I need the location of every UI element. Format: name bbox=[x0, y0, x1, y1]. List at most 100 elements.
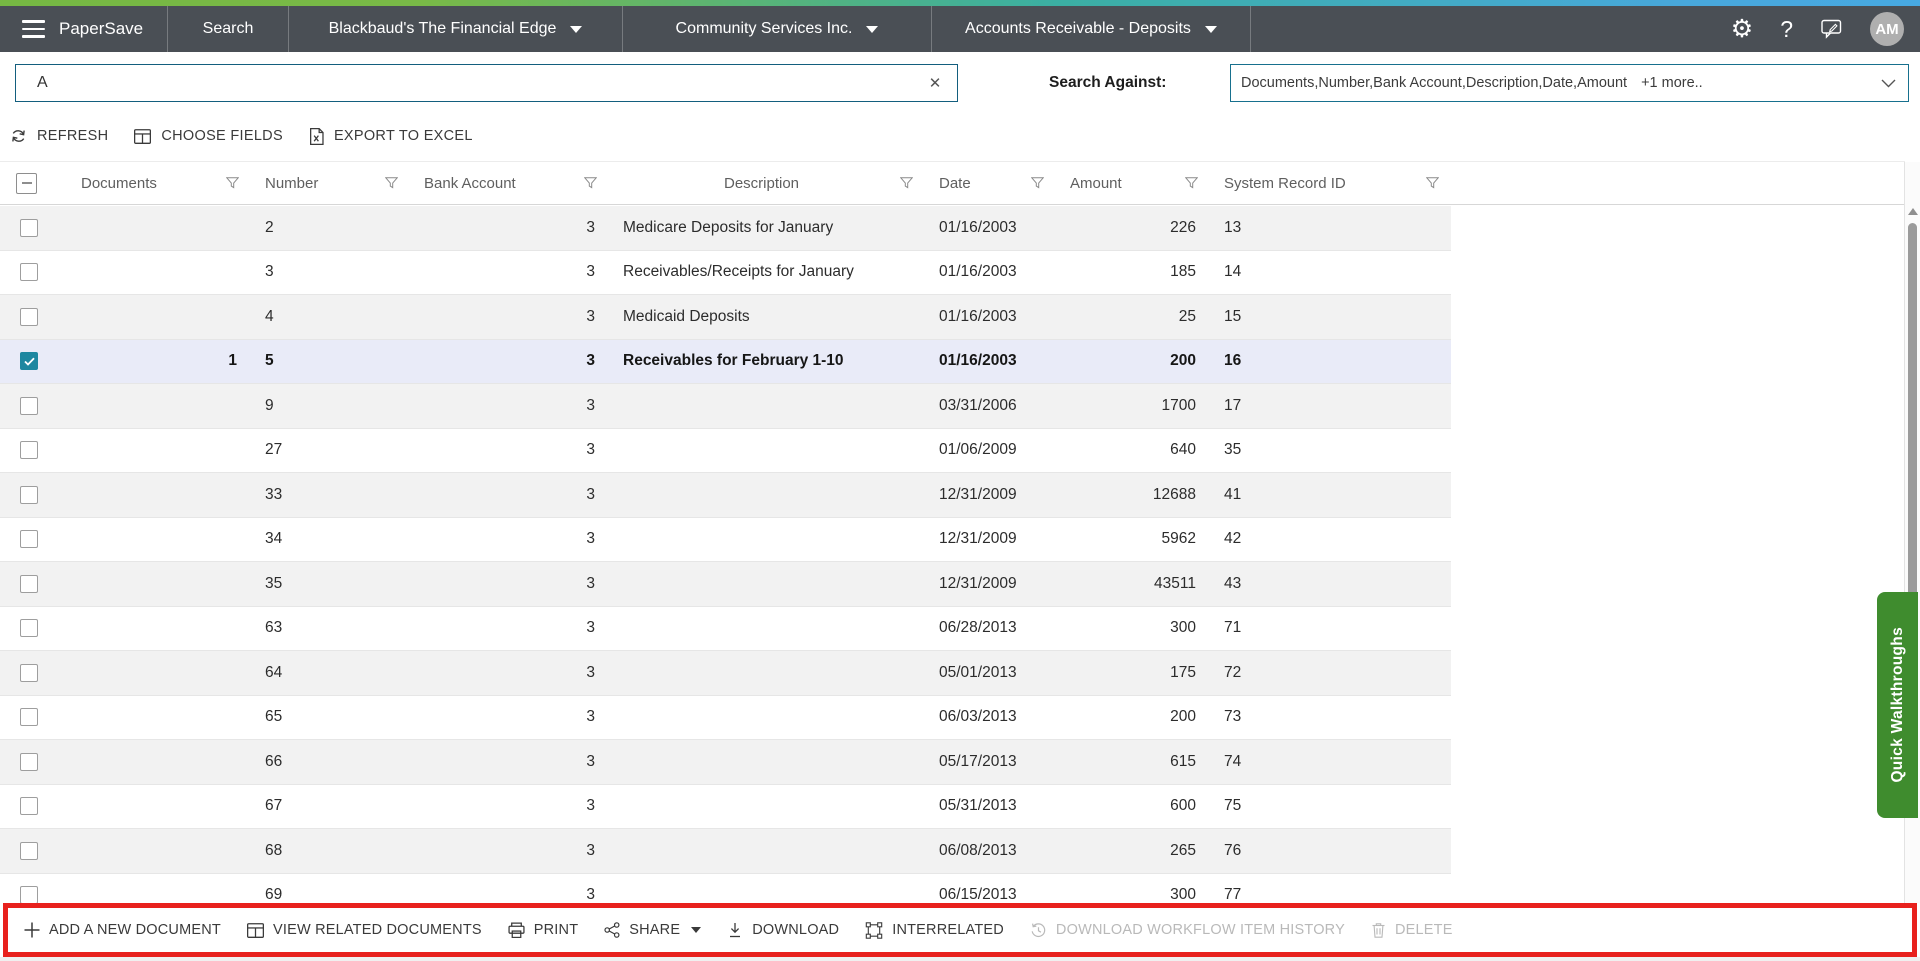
cell-number: 2 bbox=[265, 218, 274, 236]
filter-funnel-icon[interactable] bbox=[1031, 177, 1044, 189]
cell-description: Medicare Deposits for January bbox=[623, 218, 834, 236]
table-row[interactable]: 1 5 3 Receivables for February 1-10 01/16/20… bbox=[0, 339, 1451, 384]
row-checkbox[interactable] bbox=[20, 352, 38, 371]
column-header-number[interactable]: Number bbox=[251, 162, 410, 204]
row-checkbox[interactable] bbox=[20, 441, 38, 460]
table-row[interactable]: 63 3 06/28/2013 300 71 bbox=[0, 606, 1451, 651]
select-all-checkbox[interactable] bbox=[16, 172, 37, 194]
table-row[interactable]: 3 3 Receivables/Receipts for January 01/16/… bbox=[0, 250, 1451, 295]
table-row[interactable]: 34 3 12/31/2009 5962 42 bbox=[0, 517, 1451, 562]
cell-system_record_id: 17 bbox=[1224, 396, 1242, 414]
table-row[interactable]: 64 3 05/01/2013 175 72 bbox=[0, 651, 1451, 696]
table-row[interactable]: 33 3 12/31/2009 12688 41 bbox=[0, 473, 1451, 518]
table-row[interactable]: 35 3 12/31/2009 43511 43 bbox=[0, 562, 1451, 607]
column-header-documents[interactable]: Documents bbox=[55, 162, 251, 204]
choose-fields-button[interactable]: CHOOSE FIELDS bbox=[134, 128, 283, 144]
column-header-date[interactable]: Date bbox=[925, 162, 1056, 204]
table-row[interactable]: 9 3 03/31/2006 1700 17 bbox=[0, 384, 1451, 429]
row-checkbox[interactable] bbox=[20, 263, 38, 282]
choose-fields-label: CHOOSE FIELDS bbox=[161, 128, 283, 144]
column-header-amount[interactable]: Amount bbox=[1056, 162, 1210, 204]
printer-icon bbox=[508, 922, 525, 938]
cell-bank_account: 3 bbox=[586, 841, 595, 859]
cell-date: 05/17/2013 bbox=[939, 752, 1017, 770]
column-header-system_record_id[interactable]: System Record ID bbox=[1210, 162, 1451, 204]
row-checkbox[interactable] bbox=[20, 886, 38, 905]
export-to-excel-button[interactable]: EXPORT TO EXCEL bbox=[309, 127, 473, 145]
clear-search-icon[interactable]: ✕ bbox=[928, 75, 942, 92]
share-button[interactable]: SHARE bbox=[604, 922, 702, 938]
cell-date: 06/03/2013 bbox=[939, 708, 1017, 726]
table-row[interactable]: 2 3 Medicare Deposits for January 01/16/200… bbox=[0, 206, 1451, 251]
settings-gear-icon[interactable]: ⚙ bbox=[1730, 14, 1754, 43]
row-checkbox[interactable] bbox=[20, 396, 38, 415]
search-against-select[interactable]: Documents,Number,Bank Account,Descriptio… bbox=[1230, 64, 1909, 102]
table-columns-icon bbox=[134, 128, 152, 144]
table-row[interactable]: 67 3 05/31/2013 600 75 bbox=[0, 784, 1451, 829]
topbar-actions: ⚙ ? AM bbox=[1731, 6, 1920, 52]
row-checkbox[interactable] bbox=[20, 708, 38, 727]
table-row[interactable]: 65 3 06/03/2013 200 73 bbox=[0, 695, 1451, 740]
refresh-button[interactable]: REFRESH bbox=[10, 128, 108, 144]
filter-funnel-icon[interactable] bbox=[900, 177, 913, 189]
cell-bank_account: 3 bbox=[586, 574, 595, 592]
cell-system_record_id: 15 bbox=[1224, 307, 1242, 325]
search-input[interactable] bbox=[16, 65, 913, 101]
search-against-label: Search Against: bbox=[1049, 74, 1167, 91]
scroll-up-arrow-icon[interactable] bbox=[1908, 208, 1918, 215]
table-row[interactable]: 66 3 05/17/2013 615 74 bbox=[0, 740, 1451, 785]
feedback-icon[interactable] bbox=[1820, 18, 1843, 40]
column-header-bank_account[interactable]: Bank Account bbox=[410, 162, 609, 204]
delete-button: DELETE bbox=[1371, 922, 1453, 938]
row-checkbox[interactable] bbox=[20, 530, 38, 549]
integration-dropdown[interactable]: Blackbaud's The Financial Edge bbox=[289, 6, 622, 52]
row-checkbox[interactable] bbox=[20, 841, 38, 860]
cell-bank_account: 3 bbox=[586, 307, 595, 325]
download-workflow-item-history-button: DOWNLOAD WORKFLOW ITEM HISTORY bbox=[1030, 922, 1345, 939]
brand-home[interactable]: PaperSave bbox=[0, 6, 167, 52]
cell-bank_account: 3 bbox=[586, 485, 595, 503]
download-button[interactable]: DOWNLOAD bbox=[727, 922, 839, 938]
grid-body: 2 3 Medicare Deposits for January 01/16/200… bbox=[0, 206, 1451, 906]
nav-divider bbox=[622, 6, 623, 52]
row-checkbox[interactable] bbox=[20, 752, 38, 771]
action-label: ADD A NEW DOCUMENT bbox=[49, 922, 221, 938]
row-checkbox[interactable] bbox=[20, 218, 38, 237]
table-row[interactable]: 69 3 06/15/2013 300 77 bbox=[0, 873, 1451, 906]
filter-funnel-icon[interactable] bbox=[1426, 177, 1439, 189]
column-header-description[interactable]: Description bbox=[609, 162, 925, 204]
search-against-more: +1 more.. bbox=[1641, 75, 1703, 91]
filter-funnel-icon[interactable] bbox=[584, 177, 597, 189]
interrelated-button[interactable]: INTERRELATED bbox=[865, 921, 1004, 939]
nav-tab-search[interactable]: Search bbox=[168, 6, 288, 52]
quick-walkthroughs-tab[interactable]: Quick Walkthroughs bbox=[1877, 592, 1918, 818]
hamburger-menu-icon[interactable] bbox=[22, 20, 45, 38]
help-icon[interactable]: ? bbox=[1780, 15, 1793, 42]
print-button[interactable]: PRINT bbox=[508, 922, 579, 938]
cell-number: 35 bbox=[265, 574, 283, 592]
scrollbar-thumb[interactable] bbox=[1908, 223, 1917, 600]
column-header-label: Description bbox=[723, 174, 800, 192]
cell-date: 06/08/2013 bbox=[939, 841, 1017, 859]
row-checkbox[interactable] bbox=[20, 797, 38, 816]
row-checkbox[interactable] bbox=[20, 619, 38, 638]
company-dropdown[interactable]: Community Services Inc. bbox=[623, 6, 931, 52]
user-avatar[interactable]: AM bbox=[1870, 12, 1904, 46]
cell-date: 01/16/2003 bbox=[939, 307, 1017, 325]
record-type-dropdown[interactable]: Accounts Receivable - Deposits bbox=[932, 6, 1250, 52]
view-related-documents-button[interactable]: VIEW RELATED DOCUMENTS bbox=[246, 922, 482, 938]
table-row[interactable]: 4 3 Medicaid Deposits 01/16/2003 25 15 bbox=[0, 295, 1451, 340]
add-a-new-document-button[interactable]: ADD A NEW DOCUMENT bbox=[24, 922, 221, 938]
filter-funnel-icon[interactable] bbox=[226, 177, 239, 189]
brand-gradient-strip bbox=[0, 0, 1920, 6]
table-row[interactable]: 27 3 01/06/2009 640 35 bbox=[0, 428, 1451, 473]
row-checkbox[interactable] bbox=[20, 574, 38, 593]
chevron-down-icon bbox=[1204, 25, 1217, 33]
row-checkbox[interactable] bbox=[20, 663, 38, 682]
cell-date: 12/31/2009 bbox=[939, 530, 1017, 548]
filter-funnel-icon[interactable] bbox=[385, 177, 398, 189]
table-row[interactable]: 68 3 06/08/2013 265 76 bbox=[0, 829, 1451, 874]
row-checkbox[interactable] bbox=[20, 307, 38, 326]
row-checkbox[interactable] bbox=[20, 485, 38, 504]
filter-funnel-icon[interactable] bbox=[1185, 177, 1198, 189]
